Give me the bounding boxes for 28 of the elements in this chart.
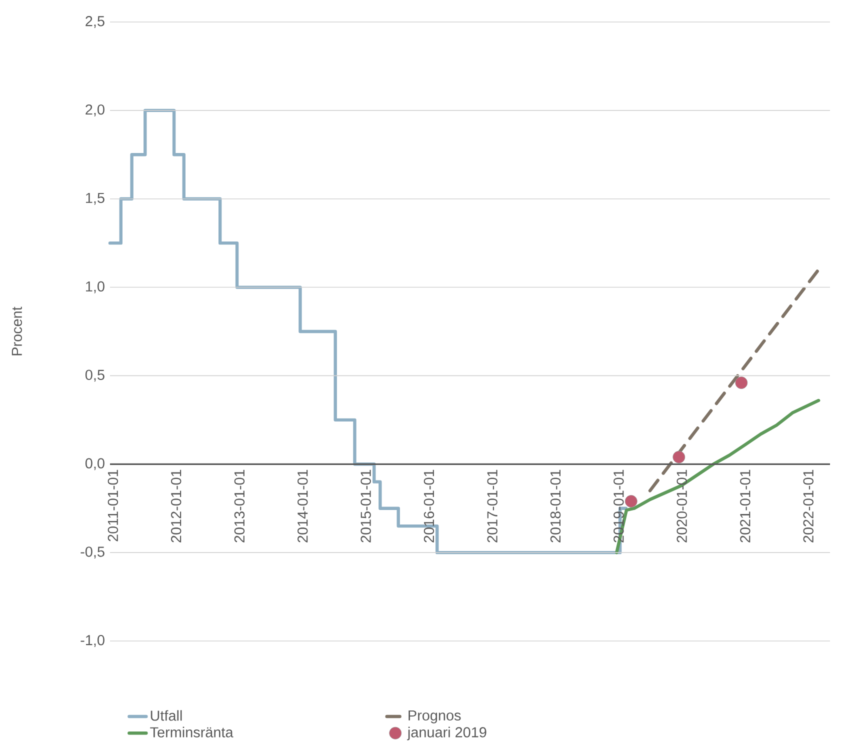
legend-label: januari 2019 bbox=[407, 726, 486, 740]
x-tick-label: 2016-01-01 bbox=[424, 470, 434, 542]
point bbox=[624, 495, 638, 508]
x-tick-label: 2011-01-01 bbox=[108, 470, 118, 542]
x-tick-label: 2019-01-01 bbox=[614, 470, 624, 542]
legend-label: Prognos bbox=[408, 710, 461, 724]
x-tick-label: 2015-01-01 bbox=[360, 470, 371, 542]
y-tick-label: -0,5 bbox=[80, 546, 104, 559]
x-tick-label: 2022-01-01 bbox=[803, 470, 814, 542]
y-tick-label: -1,0 bbox=[80, 635, 104, 647]
point bbox=[672, 450, 686, 464]
x-tick-label: 2012-01-01 bbox=[170, 470, 182, 542]
point bbox=[735, 376, 748, 389]
x-tick-label: 2017-01-01 bbox=[487, 470, 498, 542]
legend-label: Utfall bbox=[150, 710, 182, 721]
y-tick-label: 1,5 bbox=[86, 192, 104, 205]
y-tick-label: 2,5 bbox=[86, 16, 104, 28]
y-tick-label: 2,0 bbox=[86, 104, 104, 116]
y-tick-label: 0,0 bbox=[85, 458, 104, 470]
x-tick-label: 2014-01-01 bbox=[298, 470, 308, 542]
y-tick-label: 0,5 bbox=[85, 370, 104, 382]
y-tick-label: 1,0 bbox=[86, 281, 104, 294]
x-tick-label: 2020-01-01 bbox=[676, 470, 687, 542]
x-tick-label: 2013-01-01 bbox=[234, 470, 245, 542]
x-tick-label: 2021-01-01 bbox=[740, 470, 750, 542]
y-axis-title: Procent bbox=[12, 306, 22, 356]
x-tick-label: 2018-01-01 bbox=[550, 470, 561, 542]
legend-label: Terminsränta bbox=[150, 726, 234, 738]
